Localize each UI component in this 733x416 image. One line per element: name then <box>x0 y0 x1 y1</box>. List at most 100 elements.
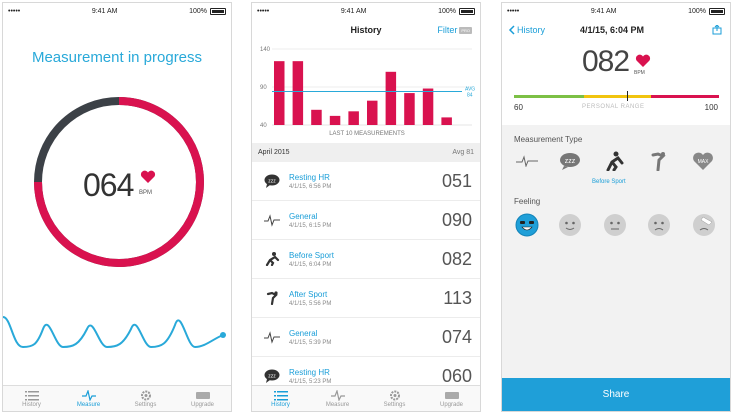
status-time: 9:41 AM <box>590 7 617 15</box>
nav-bar: History 4/1/15, 6:04 PM <box>502 19 730 41</box>
filter-button[interactable]: Filter PRO <box>437 25 472 35</box>
back-button[interactable]: History <box>508 25 545 35</box>
svg-text:zzz: zzz <box>268 374 276 380</box>
heart-icon <box>140 170 156 183</box>
tab-settings[interactable]: Settings <box>366 386 423 411</box>
history-row[interactable]: Before Sport 4/1/15, 6:04 PM 082 <box>252 241 480 279</box>
back-label: History <box>517 25 546 35</box>
before-sport-icon <box>606 151 624 171</box>
list-icon <box>273 390 288 400</box>
filter-label: Filter <box>437 25 458 35</box>
resting-icon: zzz <box>264 174 280 188</box>
row-time: 4/1/15, 5:56 PM <box>289 301 332 307</box>
chart-bar <box>404 93 415 125</box>
tab-label: Upgrade <box>190 401 214 408</box>
history-screen: ••••• 9:41 AM 100% History Filter PRO 140… <box>251 2 481 412</box>
bpm-value: 064 <box>83 167 134 203</box>
tab-upgrade[interactable]: Upgrade <box>174 386 231 411</box>
history-row[interactable]: General 4/1/15, 5:39 PM 074 <box>252 319 480 357</box>
resting-icon: zzz <box>264 369 280 383</box>
tab-measure[interactable]: Measure <box>309 386 366 411</box>
svg-text:zzz: zzz <box>565 158 576 165</box>
row-type: Resting HR <box>289 173 330 182</box>
range-label: PERSONAL RANGE <box>582 104 645 110</box>
row-value: 060 <box>441 366 472 386</box>
measurement-type-label: Measurement Type <box>514 135 583 144</box>
history-row[interactable]: zzz Resting HR 4/1/15, 6:56 PM 051 <box>252 163 480 201</box>
signal-indicator: ••••• <box>507 7 520 15</box>
tab-label: Settings <box>383 401 406 408</box>
row-value: 051 <box>441 171 472 191</box>
type-resting[interactable]: zzz <box>557 151 583 171</box>
row-time: 4/1/15, 5:39 PM <box>289 340 332 346</box>
y-tick-label: 90 <box>260 85 267 91</box>
page-title: History <box>350 25 382 35</box>
feeling-good-icon[interactable] <box>558 213 582 237</box>
share-button[interactable]: Share <box>502 378 730 411</box>
tab-measure[interactable]: Measure <box>60 386 117 411</box>
tab-label: History <box>22 401 41 408</box>
tab-settings[interactable]: Settings <box>117 386 174 411</box>
y-tick-label: 40 <box>260 123 267 129</box>
list-icon <box>24 390 39 400</box>
chart-bar <box>385 71 397 125</box>
before-sport-icon <box>264 252 280 267</box>
tab-upgrade[interactable]: Upgrade <box>423 386 480 411</box>
feeling-neutral-icon[interactable] <box>603 213 627 237</box>
type-general[interactable] <box>514 151 540 171</box>
status-time: 9:41 AM <box>340 7 367 15</box>
general-icon <box>264 330 280 344</box>
row-value: 082 <box>441 249 472 269</box>
row-time: 4/1/15, 6:15 PM <box>289 223 332 229</box>
bpm-unit: BPM <box>634 70 645 76</box>
status-bar: ••••• 9:41 AM 100% <box>502 3 730 19</box>
tab-history[interactable]: History <box>3 386 60 411</box>
max-heart-icon: MAX <box>693 152 713 170</box>
general-icon <box>516 155 538 167</box>
chart-bar <box>329 115 341 125</box>
type-before-sport[interactable] <box>601 151 627 171</box>
row-time: 4/1/15, 5:23 PM <box>289 379 332 385</box>
row-time: 4/1/15, 6:56 PM <box>289 184 332 190</box>
history-chart: 140 90 40 AVG 84 LAST 10 MEASUREMENTS <box>260 47 475 137</box>
history-row[interactable]: After Sport 4/1/15, 5:56 PM 113 <box>252 280 480 318</box>
tab-label: History <box>271 401 290 408</box>
row-type: After Sport <box>289 290 328 299</box>
tab-label: Upgrade <box>439 401 463 408</box>
tab-history[interactable]: History <box>252 386 309 411</box>
chart-caption: LAST 10 MEASUREMENTS <box>329 131 405 137</box>
pulse-waveform <box>3 316 226 349</box>
range-min: 60 <box>514 103 523 112</box>
type-after-sport[interactable] <box>645 151 671 171</box>
average-value: 84 <box>467 93 473 99</box>
row-type: General <box>289 212 318 221</box>
svg-text:zzz: zzz <box>268 179 276 185</box>
tab-label: Measure <box>76 401 101 408</box>
average-label: AVG <box>465 87 475 93</box>
gear-icon <box>389 390 400 400</box>
feeling-bad-icon[interactable] <box>647 213 671 237</box>
page-title: 4/1/15, 6:04 PM <box>580 25 645 35</box>
pro-badge-icon <box>195 391 210 399</box>
type-max[interactable]: MAX <box>690 151 716 171</box>
tab-bar: History Measure Settings Upgrade <box>3 385 231 411</box>
pulse-icon <box>330 389 345 401</box>
signal-indicator: ••••• <box>257 7 270 15</box>
measurement-title: Measurement in progress <box>31 49 203 66</box>
section-header: April 2015 Avg 81 <box>252 143 480 162</box>
row-value: 113 <box>443 288 472 308</box>
range-max: 100 <box>704 103 718 112</box>
row-value: 074 <box>441 327 472 347</box>
chart-bar <box>367 100 378 125</box>
feeling-sick-icon[interactable] <box>692 213 716 237</box>
tab-label: Settings <box>134 401 157 408</box>
pulse-icon <box>81 389 96 401</box>
section-average: Avg 81 <box>452 149 474 156</box>
feeling-great-icon[interactable] <box>515 213 539 237</box>
history-row[interactable]: General 4/1/15, 6:15 PM 090 <box>252 202 480 240</box>
share-icon[interactable] <box>712 25 722 35</box>
y-tick-label: 140 <box>260 47 271 53</box>
status-time: 9:41 AM <box>91 7 118 15</box>
tab-bar: History Measure Settings Upgrade <box>252 385 480 411</box>
battery-icon <box>209 7 226 15</box>
